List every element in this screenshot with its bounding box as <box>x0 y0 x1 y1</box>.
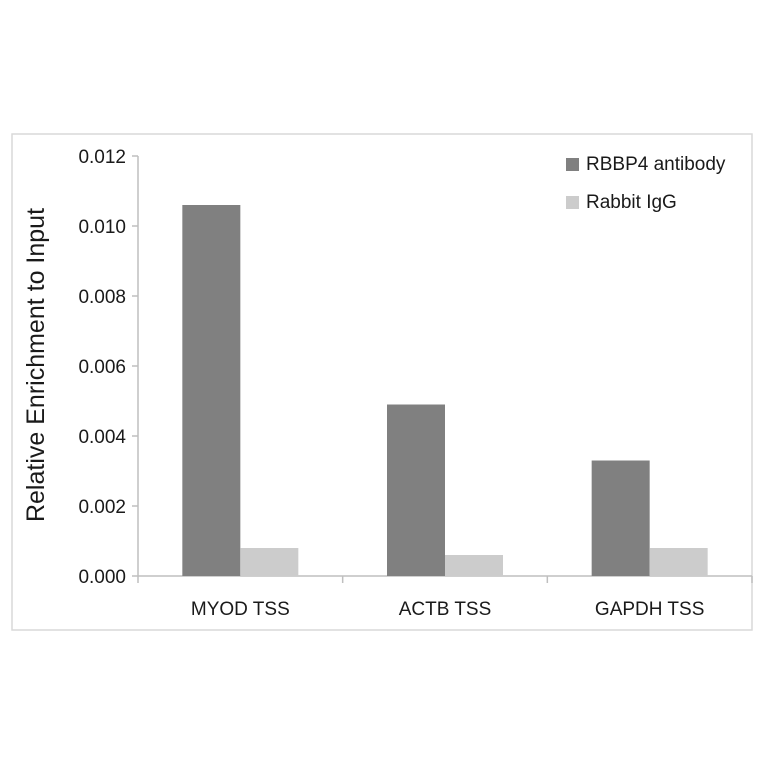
bar-rabbit-igg <box>649 548 708 576</box>
bar-rbbp4-antibody <box>591 460 650 576</box>
y-tick-label: 0.002 <box>78 497 126 518</box>
bar-rabbit-igg <box>240 548 299 576</box>
y-tick-label: 0.010 <box>78 217 126 238</box>
x-category-label: MYOD TSS <box>191 599 290 620</box>
bar-rabbit-igg <box>445 555 503 576</box>
legend-label: Rabbit IgG <box>586 192 677 213</box>
x-category-label: GAPDH TSS <box>595 599 704 620</box>
y-axis: 0.000 0.002 0.004 0.006 0.008 0.010 0.012 <box>78 147 139 588</box>
x-category-label: ACTB TSS <box>399 599 492 620</box>
bar-rbbp4-antibody <box>182 205 241 576</box>
legend-label: RBBP4 antibody <box>586 154 726 175</box>
y-tick-label: 0.004 <box>78 427 126 448</box>
bar-rbbp4-antibody <box>387 404 445 576</box>
y-tick-label: 0.000 <box>78 567 126 588</box>
y-tick-label: 0.006 <box>78 357 126 378</box>
y-tick-label: 0.008 <box>78 287 126 308</box>
y-axis-label: Relative Enrichment to Input <box>22 208 50 522</box>
legend-swatch <box>566 158 579 171</box>
bars <box>182 205 708 576</box>
legend: RBBP4 antibody Rabbit IgG <box>566 154 726 213</box>
y-tick-label: 0.012 <box>78 147 126 168</box>
legend-swatch <box>566 196 579 209</box>
